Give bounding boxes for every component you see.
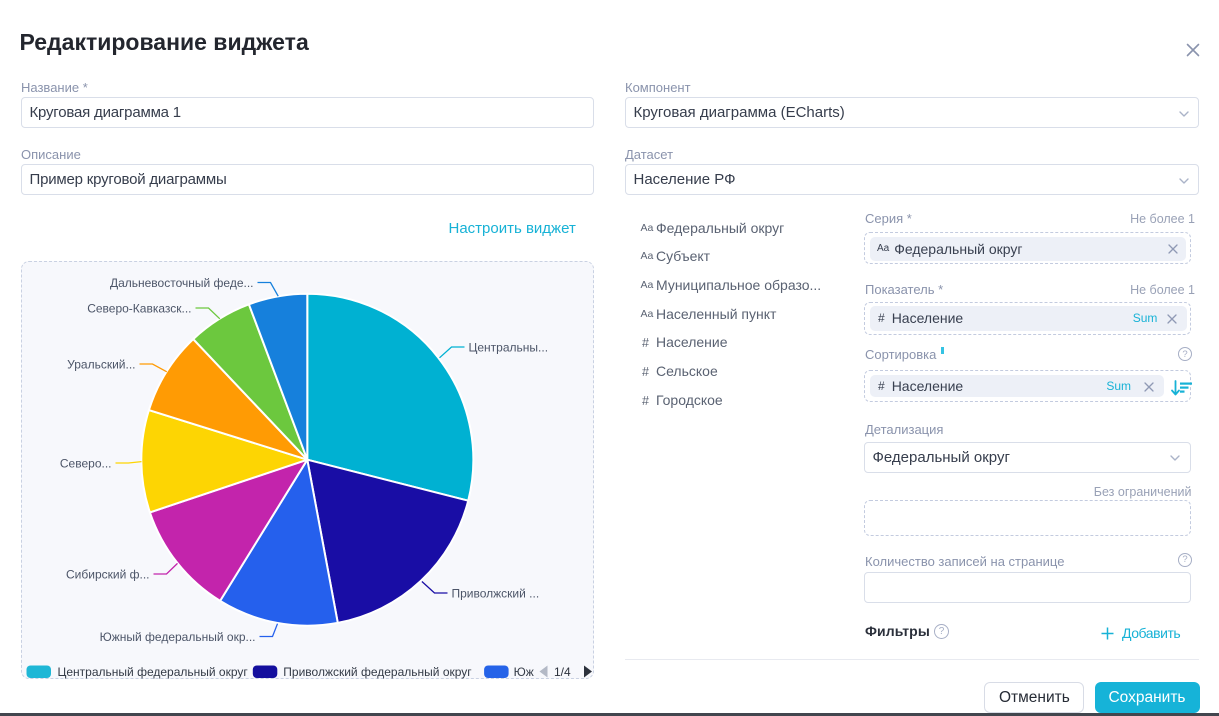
svg-text:Южный федеральный окр...: Южный федеральный окр... — [99, 630, 255, 644]
svg-text:Сибирский ф...: Сибирский ф... — [66, 568, 149, 582]
svg-text:Приволжский ...: Приволжский ... — [451, 587, 539, 601]
svg-text:Центральны...: Центральны... — [468, 341, 548, 355]
svg-text:Северо-Кавказск...: Северо-Кавказск... — [87, 302, 191, 316]
svg-text:Дальневосточный феде...: Дальневосточный феде... — [109, 276, 253, 290]
svg-text:Приволжский федеральный округ: Приволжский федеральный округ — [283, 665, 472, 679]
svg-text:Юж: Юж — [513, 665, 533, 679]
svg-text:1/4: 1/4 — [554, 665, 571, 679]
svg-text:Уральский...: Уральский... — [67, 358, 135, 372]
svg-text:Центральный федеральный округ: Центральный федеральный округ — [57, 665, 248, 679]
svg-text:Северо...: Северо... — [59, 457, 111, 471]
